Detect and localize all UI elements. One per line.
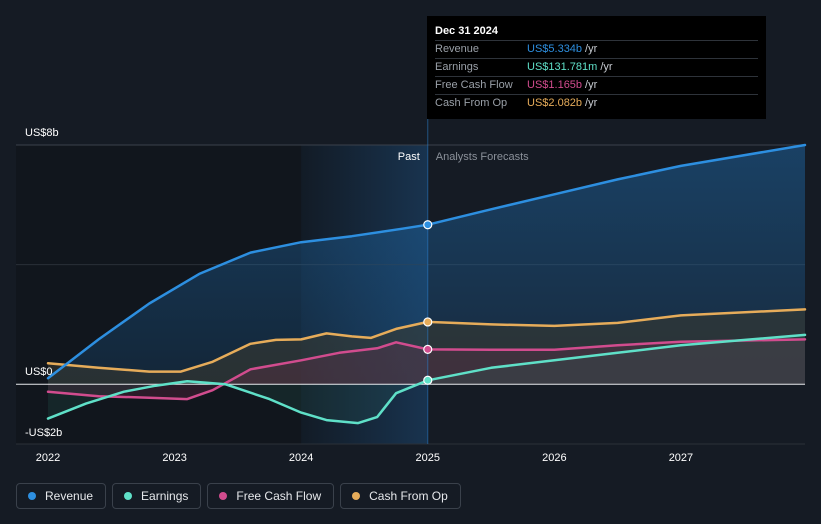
x-tick-label: 2024: [289, 452, 313, 464]
tooltip-row-cash-from-op: Cash From Op US$2.082b /yr: [435, 94, 758, 112]
tooltip-label: Revenue: [435, 43, 480, 55]
tooltip-value: US$2.082b: [527, 97, 583, 109]
y-tick-label: US$0: [25, 366, 53, 378]
x-tick-label: 2025: [416, 452, 440, 464]
legend-item-free-cash-flow[interactable]: Free Cash Flow: [207, 483, 335, 509]
x-tick-label: 2023: [162, 452, 186, 464]
legend-dot-icon: [219, 492, 228, 500]
tooltip-value: US$5.334b: [527, 43, 583, 55]
past-label: Past: [398, 151, 420, 163]
tooltip-row-earnings: Earnings US$131.781m /yr: [435, 58, 758, 76]
legend-label: Earnings: [141, 489, 189, 503]
legend-item-cash-from-op[interactable]: Cash From Op: [340, 483, 461, 509]
legend-label: Free Cash Flow: [236, 489, 322, 503]
legend-item-earnings[interactable]: Earnings: [112, 483, 202, 509]
earnings-area: [48, 334, 805, 424]
y-tick-label: -US$2b: [25, 427, 62, 439]
free-cash-flow-line: [46, 338, 807, 401]
tooltip-label: Free Cash Flow: [435, 79, 513, 91]
legend-item-revenue[interactable]: Revenue: [16, 483, 107, 509]
earnings-marker: [423, 375, 433, 385]
legend-dot-icon: [124, 492, 133, 500]
tooltip-date: Dec 31 2024: [435, 25, 498, 37]
x-tick-label: 2022: [36, 452, 60, 464]
tooltip-value: US$131.781m: [527, 61, 598, 73]
tooltip-unit: /yr: [585, 97, 598, 109]
revenue-line: [46, 143, 807, 380]
free-cash-flow-marker: [423, 344, 433, 354]
tooltip-unit: /yr: [585, 43, 598, 55]
chart-legend: Revenue Earnings Free Cash Flow Cash Fro…: [16, 483, 461, 509]
revenue-marker: [423, 220, 433, 230]
forecast-label: Analysts Forecasts: [436, 151, 529, 163]
x-tick-label: 2027: [669, 452, 693, 464]
tooltip-label: Earnings: [435, 61, 479, 73]
legend-label: Revenue: [45, 489, 94, 503]
earnings-line: [46, 333, 807, 425]
data-tooltip: Dec 31 2024 Revenue US$5.334b /yr Earnin…: [427, 16, 766, 119]
legend-dot-icon: [28, 492, 36, 500]
cash-from-op-marker: [423, 317, 433, 327]
tooltip-unit: /yr: [585, 79, 598, 91]
y-tick-label: US$8b: [25, 127, 59, 139]
legend-label: Cash From Op: [369, 489, 448, 503]
legend-dot-icon: [352, 492, 361, 500]
tooltip-row-revenue: Revenue US$5.334b /yr: [435, 40, 758, 58]
cash-from-op-line: [46, 308, 807, 373]
tooltip-row-free-cash-flow: Free Cash Flow US$1.165b /yr: [435, 76, 758, 94]
tooltip-value: US$1.165b: [527, 79, 583, 91]
tooltip-unit: /yr: [600, 61, 613, 73]
tooltip-label: Cash From Op: [435, 97, 508, 109]
x-tick-label: 2026: [542, 452, 566, 464]
